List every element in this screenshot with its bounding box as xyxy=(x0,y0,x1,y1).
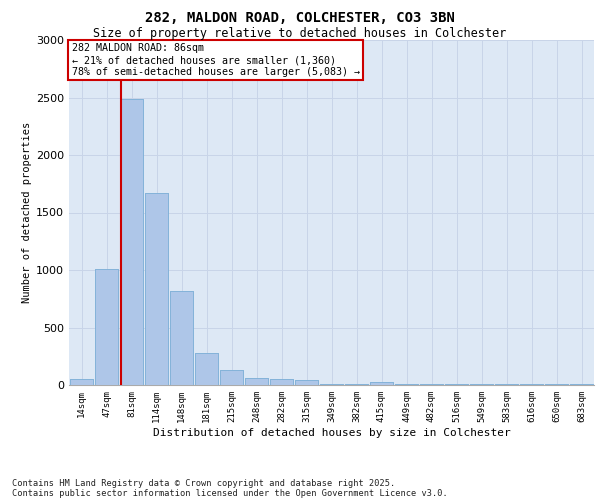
Bar xyxy=(570,384,593,385)
Text: Contains public sector information licensed under the Open Government Licence v3: Contains public sector information licen… xyxy=(12,488,448,498)
Bar xyxy=(395,384,418,385)
X-axis label: Distribution of detached houses by size in Colchester: Distribution of detached houses by size … xyxy=(152,428,511,438)
Bar xyxy=(95,270,118,385)
Bar xyxy=(270,378,293,385)
Bar xyxy=(445,384,468,385)
Bar xyxy=(570,384,593,385)
Bar xyxy=(345,384,368,385)
Bar xyxy=(370,382,393,385)
Bar xyxy=(420,384,443,385)
Bar xyxy=(295,380,318,385)
Bar xyxy=(470,384,493,385)
Bar xyxy=(520,384,543,385)
Bar xyxy=(95,270,118,385)
Bar xyxy=(545,384,568,385)
Bar xyxy=(195,354,218,385)
Bar xyxy=(70,378,93,385)
Bar xyxy=(120,98,143,385)
Bar xyxy=(220,370,243,385)
Bar xyxy=(445,384,468,385)
Bar xyxy=(220,370,243,385)
Text: Size of property relative to detached houses in Colchester: Size of property relative to detached ho… xyxy=(94,28,506,40)
Bar xyxy=(145,193,168,385)
Bar xyxy=(395,384,418,385)
Bar xyxy=(195,354,218,385)
Text: 282 MALDON ROAD: 86sqm
← 21% of detached houses are smaller (1,360)
78% of semi-: 282 MALDON ROAD: 86sqm ← 21% of detached… xyxy=(71,44,359,76)
Bar xyxy=(70,378,93,385)
Bar xyxy=(320,384,343,385)
Bar xyxy=(420,384,443,385)
Bar xyxy=(120,98,143,385)
Bar xyxy=(245,378,268,385)
Bar xyxy=(145,193,168,385)
Bar xyxy=(345,384,368,385)
Bar xyxy=(495,384,518,385)
Bar xyxy=(170,290,193,385)
Text: Contains HM Land Registry data © Crown copyright and database right 2025.: Contains HM Land Registry data © Crown c… xyxy=(12,478,395,488)
Bar xyxy=(295,380,318,385)
Bar xyxy=(370,382,393,385)
Bar xyxy=(520,384,543,385)
Bar xyxy=(245,378,268,385)
Bar xyxy=(470,384,493,385)
Y-axis label: Number of detached properties: Number of detached properties xyxy=(22,122,32,303)
Bar xyxy=(170,290,193,385)
Bar xyxy=(495,384,518,385)
Text: 282, MALDON ROAD, COLCHESTER, CO3 3BN: 282, MALDON ROAD, COLCHESTER, CO3 3BN xyxy=(145,11,455,25)
Bar xyxy=(320,384,343,385)
Bar xyxy=(545,384,568,385)
Bar xyxy=(270,378,293,385)
